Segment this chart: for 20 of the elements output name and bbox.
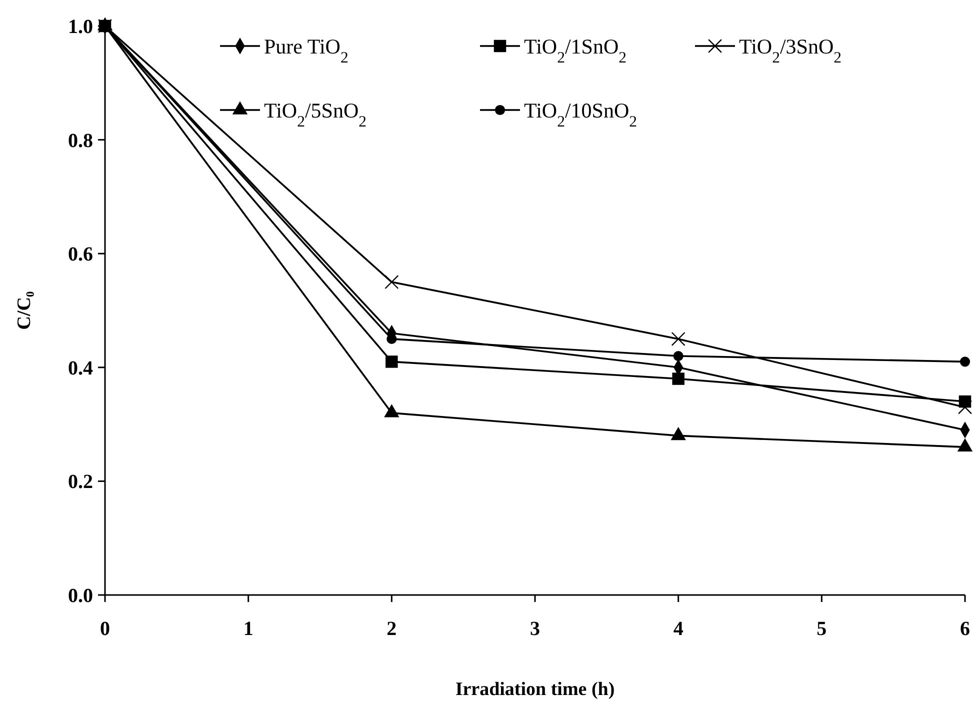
x-axis-title: Irradiation time (h) [455,679,615,700]
legend-label: TiO$_{2}$/3SnO$_{2}$ [739,34,842,66]
x-tick-label: 4 [673,618,684,640]
y-tick-label: 1.0 [68,16,93,38]
y-tick-label: 0.6 [68,244,93,266]
y-tick-label: 0.2 [68,471,93,494]
legend-label: TiO$_{2}$/5SnO$_{2}$ [264,98,367,130]
x-tick-label: 5 [816,618,827,640]
y-axis-title: C/C₀ [14,290,35,330]
y-tick-label: 0.4 [68,357,93,380]
y-tick-label: 0.0 [68,585,93,607]
legend-label: TiO$_{2}$/10SnO$_{2}$ [524,98,638,130]
y-tick-label: 0.8 [68,130,93,152]
x-tick-label: 6 [960,618,970,640]
x-tick-label: 1 [243,618,254,640]
x-tick-label: 3 [530,618,540,640]
x-tick-label: 0 [100,618,110,640]
legend-label: TiO$_{2}$/1SnO$_{2}$ [524,34,627,66]
x-tick-label: 2 [386,618,397,640]
legend-label: Pure TiO$_{2}$ [264,34,348,66]
